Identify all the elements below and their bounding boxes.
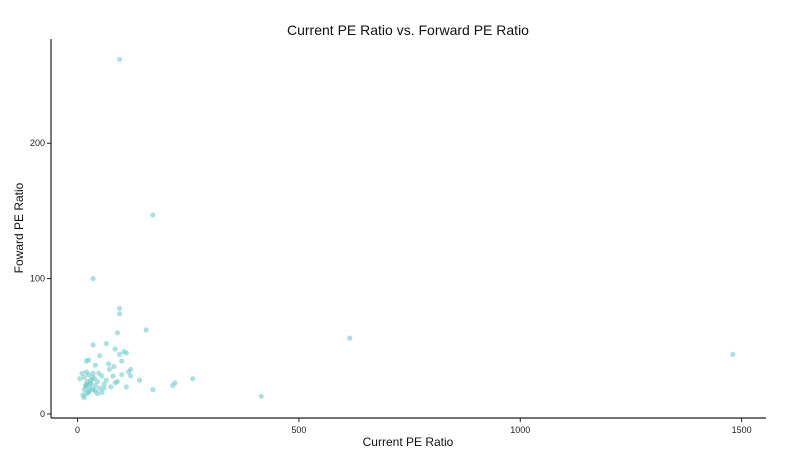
data-point-7 — [347, 335, 353, 341]
data-point-61 — [82, 382, 89, 389]
data-point-4 — [117, 311, 123, 317]
points-layer — [77, 56, 736, 401]
data-point-13 — [123, 350, 129, 356]
data-point-24 — [86, 372, 92, 378]
data-point-47 — [108, 384, 114, 390]
data-point-17 — [83, 358, 89, 364]
data-point-6 — [114, 330, 120, 336]
data-point-70 — [111, 364, 117, 370]
data-point-65 — [106, 366, 112, 372]
data-point-39 — [92, 382, 98, 389]
data-point-15 — [730, 351, 736, 357]
x-axis-ticks: 0 500 1000 1500 — [75, 418, 752, 435]
data-point-29 — [81, 374, 87, 380]
data-point-40 — [101, 381, 107, 387]
data-point-63 — [91, 376, 97, 382]
data-point-52 — [99, 389, 105, 395]
data-point-22 — [79, 370, 85, 376]
y-tick-label-0: 0 — [40, 409, 45, 419]
data-point-21 — [125, 369, 132, 375]
x-axis-title: Current PE Ratio — [363, 435, 454, 449]
data-point-56 — [258, 393, 264, 399]
x-tick-label-500: 500 — [291, 425, 306, 435]
data-point-28 — [119, 372, 125, 378]
data-point-50 — [81, 387, 87, 393]
data-point-27 — [110, 373, 116, 379]
data-point-9 — [103, 341, 109, 347]
data-point-19 — [92, 362, 98, 368]
data-point-69 — [101, 385, 107, 391]
data-point-67 — [136, 377, 143, 383]
data-point-66 — [112, 380, 118, 386]
data-point-12 — [117, 351, 123, 357]
data-point-25 — [90, 370, 96, 376]
y-tick-label-100: 100 — [30, 274, 45, 284]
data-point-71 — [119, 358, 125, 364]
data-point-46 — [97, 385, 103, 391]
data-point-0 — [117, 56, 123, 62]
x-tick-label-1000: 1000 — [510, 425, 530, 435]
data-point-3 — [117, 305, 123, 311]
data-point-31 — [190, 376, 196, 382]
data-point-49 — [150, 387, 156, 393]
data-point-55 — [94, 391, 101, 397]
data-point-10 — [112, 346, 118, 352]
y-axis-title: Foward PE Ratio — [12, 182, 26, 273]
data-point-1 — [150, 212, 156, 218]
data-point-18 — [106, 361, 112, 367]
data-point-48 — [123, 384, 129, 390]
y-axis-ticks: 0 100 200 — [30, 138, 51, 419]
chart-title: Current PE Ratio vs. Forward PE Ratio — [287, 22, 529, 38]
data-point-32 — [77, 376, 83, 382]
data-point-64 — [96, 370, 102, 376]
data-point-35 — [103, 377, 109, 383]
data-point-14 — [97, 353, 103, 359]
data-point-59 — [84, 378, 90, 385]
data-point-2 — [90, 276, 96, 282]
x-tick-label-0: 0 — [75, 425, 80, 435]
data-point-68 — [80, 392, 86, 398]
data-point-62 — [86, 388, 92, 394]
x-tick-label-1500: 1500 — [732, 425, 752, 435]
data-point-5 — [143, 327, 149, 333]
y-tick-label-200: 200 — [30, 138, 45, 148]
data-point-30 — [128, 373, 134, 379]
data-point-8 — [90, 342, 96, 348]
data-point-42 — [170, 382, 176, 389]
